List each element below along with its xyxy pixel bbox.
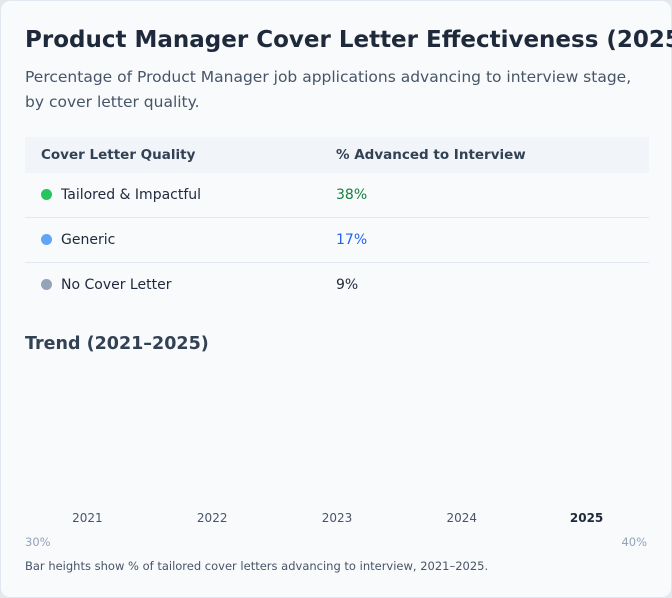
quality-label: No Cover Letter	[61, 277, 172, 293]
year-label: 2024	[446, 511, 478, 525]
year-label: 2023	[321, 511, 353, 525]
caption: Bar heights show % of tailored cover let…	[25, 559, 489, 573]
year-label: 2022	[196, 511, 228, 525]
year-label: 2025	[569, 511, 604, 525]
percent-value: 38%	[336, 187, 368, 203]
status-dot	[41, 279, 52, 290]
table-row: Tailored & Impactful 38%	[25, 173, 649, 218]
year-label: 2021	[72, 511, 103, 525]
subtitle: Percentage of Product Manager job applic…	[25, 68, 632, 111]
quality-label: Generic	[61, 232, 116, 248]
percent-value: 9%	[336, 277, 359, 293]
table-row: No Cover Letter 9%	[25, 263, 649, 307]
table: Cover Letter Quality % Advanced to Inter…	[25, 137, 649, 307]
quality-cell: No Cover Letter	[25, 277, 336, 293]
table-header: Cover Letter Quality % Advanced to Inter…	[25, 137, 649, 173]
percent-value: 17%	[336, 232, 368, 248]
trend-title: Trend (2021–2025)	[25, 334, 209, 354]
status-dot	[41, 189, 52, 200]
table-row: Generic 17%	[25, 218, 649, 263]
status-dot	[41, 234, 52, 245]
title: Product Manager Cover Letter Effectivene…	[25, 27, 672, 53]
scale-label: 40%	[621, 535, 647, 549]
year-axis: 2021 2022 2023 2024 2025	[25, 511, 649, 525]
quality-cell: Tailored & Impactful	[25, 187, 336, 203]
column-header: % Advanced to Interview	[336, 147, 526, 163]
column-header: Cover Letter Quality	[41, 147, 196, 163]
quality-cell: Generic	[25, 232, 336, 248]
quality-label: Tailored & Impactful	[61, 187, 202, 203]
scale-label: 30%	[25, 535, 51, 549]
